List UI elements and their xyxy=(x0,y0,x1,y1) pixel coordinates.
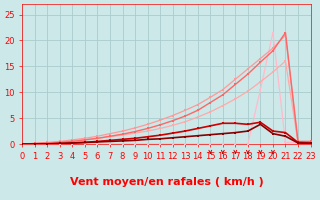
X-axis label: Vent moyen/en rafales ( km/h ): Vent moyen/en rafales ( km/h ) xyxy=(69,177,263,187)
